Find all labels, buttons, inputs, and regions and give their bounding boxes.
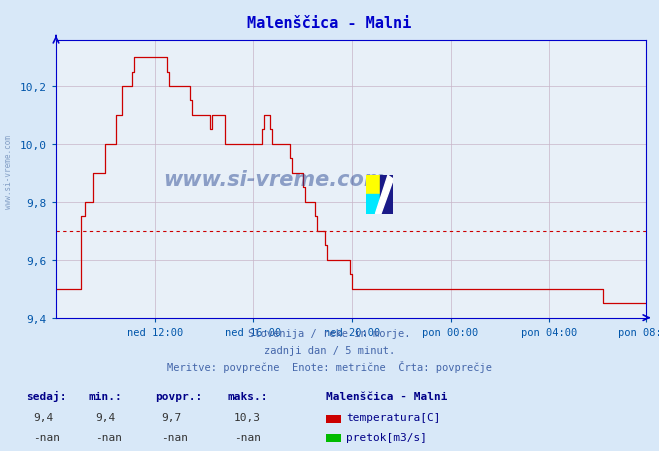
Text: zadnji dan / 5 minut.: zadnji dan / 5 minut. (264, 345, 395, 355)
Text: -nan: -nan (161, 432, 188, 442)
Text: Malenščica - Malni: Malenščica - Malni (247, 16, 412, 31)
Text: 10,3: 10,3 (234, 412, 261, 422)
Text: min.:: min.: (89, 391, 123, 401)
Text: -nan: -nan (96, 432, 123, 442)
Text: pretok[m3/s]: pretok[m3/s] (346, 432, 427, 442)
Text: maks.:: maks.: (227, 391, 268, 401)
Text: temperatura[C]: temperatura[C] (346, 412, 440, 422)
Bar (366, 195, 380, 214)
Text: 9,4: 9,4 (33, 412, 53, 422)
Bar (380, 176, 393, 214)
Text: 9,7: 9,7 (161, 412, 182, 422)
Bar (366, 176, 380, 195)
Text: sedaj:: sedaj: (26, 390, 67, 401)
Polygon shape (376, 176, 393, 214)
Text: www.si-vreme.com: www.si-vreme.com (163, 169, 386, 189)
Text: povpr.:: povpr.: (155, 391, 202, 401)
Text: www.si-vreme.com: www.si-vreme.com (4, 134, 13, 208)
Text: Slovenija / reke in morje.: Slovenija / reke in morje. (248, 328, 411, 338)
Text: -nan: -nan (234, 432, 261, 442)
Text: -nan: -nan (33, 432, 60, 442)
Text: 9,4: 9,4 (96, 412, 116, 422)
Text: Meritve: povprečne  Enote: metrične  Črta: povprečje: Meritve: povprečne Enote: metrične Črta:… (167, 360, 492, 372)
Text: Malenščica - Malni: Malenščica - Malni (326, 391, 447, 401)
